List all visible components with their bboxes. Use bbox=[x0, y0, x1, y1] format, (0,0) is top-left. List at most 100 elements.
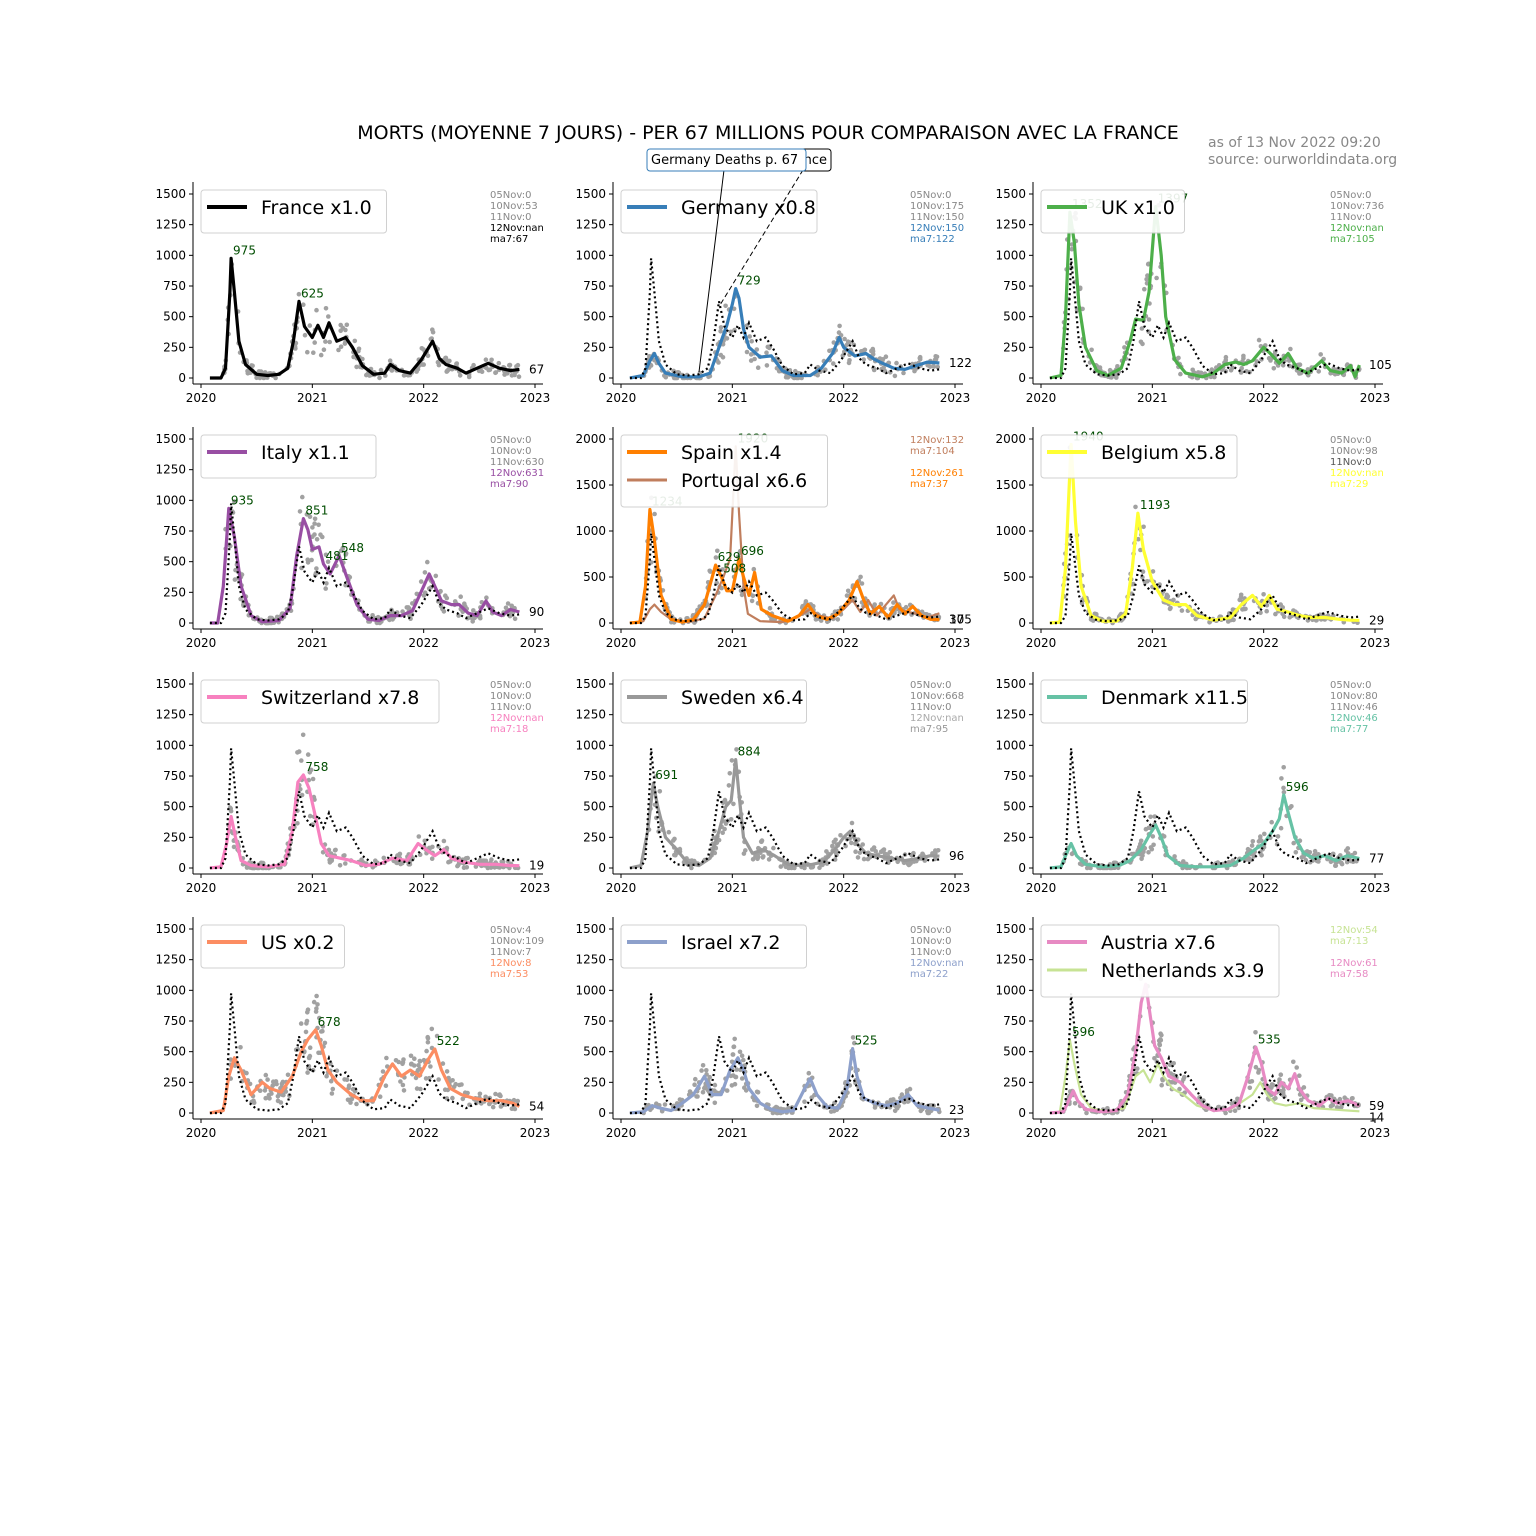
daily-point bbox=[323, 339, 328, 344]
daily-point bbox=[718, 325, 724, 330]
daily-point bbox=[832, 857, 838, 862]
daily-point bbox=[1231, 617, 1236, 623]
legend: Switzerland x7.8 bbox=[200, 679, 440, 724]
daily-point bbox=[862, 347, 868, 353]
last-value-label: 90 bbox=[529, 605, 544, 619]
daily-point bbox=[904, 1088, 910, 1093]
daily-point bbox=[383, 1083, 389, 1088]
daily-point bbox=[333, 847, 338, 853]
daily-point bbox=[787, 368, 793, 373]
y-tick-label: 1250 bbox=[995, 218, 1026, 232]
daily-point bbox=[378, 367, 384, 373]
daily-point bbox=[773, 1104, 779, 1110]
daily-point bbox=[1247, 1085, 1253, 1091]
hover-tooltip: nce Germany Deaths p. 67 bbox=[646, 148, 832, 373]
legend-label: Austria x7.6 bbox=[1101, 932, 1216, 954]
chart-panel-12: 0 250 500 750 1000 1250 1500 2020 2021 2022 2023 59… bbox=[995, 917, 1390, 1140]
daily-point bbox=[712, 1082, 718, 1088]
daily-point bbox=[724, 1088, 730, 1093]
daily-point bbox=[336, 347, 341, 353]
daily-point bbox=[317, 1015, 322, 1021]
daily-point bbox=[356, 346, 362, 352]
daily-point bbox=[1145, 273, 1150, 278]
series-line bbox=[209, 1028, 521, 1115]
daily-point bbox=[408, 1053, 414, 1059]
daily-point bbox=[412, 1056, 417, 1061]
y-tick-label: 750 bbox=[583, 1014, 606, 1028]
daily-point bbox=[323, 306, 329, 311]
as-of-label: as of 13 Nov 2022 09:20 bbox=[1208, 135, 1381, 151]
daily-point bbox=[1140, 341, 1145, 347]
daily-point bbox=[911, 850, 916, 856]
chart-panel-4: 0 250 500 750 1000 1250 1500 2020 2021 2022 2023 93… bbox=[155, 427, 550, 650]
daily-point bbox=[466, 615, 471, 621]
y-tick-label: 1000 bbox=[155, 248, 186, 262]
daily-point bbox=[263, 1072, 269, 1078]
chart-panel-8: 0 250 500 750 1000 1250 1500 2020 2021 2022 2023 69… bbox=[575, 672, 970, 895]
daily-point bbox=[1316, 859, 1321, 864]
daily-point bbox=[515, 1098, 520, 1104]
daily-point bbox=[343, 582, 348, 588]
daily-point bbox=[352, 338, 358, 344]
daily-point bbox=[300, 494, 305, 500]
chart-panel-1: 0 250 500 750 1000 1250 1500 2020 2021 2022 2023 97… bbox=[155, 182, 550, 405]
daily-point bbox=[859, 581, 865, 586]
daily-point bbox=[731, 801, 736, 807]
x-tick-label: 2020 bbox=[186, 881, 217, 895]
daily-point bbox=[459, 1082, 464, 1087]
daily-point bbox=[341, 853, 346, 859]
legend-box bbox=[620, 679, 807, 724]
france-reference-line bbox=[209, 748, 520, 870]
daily-point bbox=[484, 365, 489, 371]
x-tick-label: 2022 bbox=[828, 1126, 859, 1140]
daily-point bbox=[1273, 611, 1278, 617]
daily-point bbox=[401, 1088, 407, 1093]
x-tick-label: 2021 bbox=[717, 881, 748, 895]
y-tick-label: 0 bbox=[178, 861, 186, 875]
daily-point bbox=[713, 555, 719, 560]
daily-point bbox=[389, 368, 395, 373]
daily-point bbox=[263, 1095, 269, 1101]
daily-point bbox=[387, 358, 393, 364]
daily-point bbox=[440, 1061, 446, 1066]
daily-point bbox=[704, 1068, 709, 1073]
daily-point bbox=[935, 848, 941, 853]
daily-point bbox=[1146, 825, 1152, 831]
daily-point bbox=[483, 357, 489, 363]
status-line: 10Nov:0 bbox=[910, 936, 951, 947]
peak-annotation: 884 bbox=[738, 745, 761, 759]
daily-point bbox=[318, 532, 323, 537]
status-line: ma7:29 bbox=[1330, 479, 1368, 490]
status-line: 05Nov:0 bbox=[490, 190, 531, 201]
daily-point bbox=[894, 360, 899, 366]
x-tick-label: 2023 bbox=[940, 636, 971, 650]
daily-point bbox=[344, 322, 350, 328]
daily-point bbox=[343, 861, 348, 866]
daily-point bbox=[935, 364, 940, 370]
legend-label: Sweden x6.4 bbox=[681, 687, 804, 709]
daily-point bbox=[1249, 1079, 1255, 1084]
daily-point bbox=[663, 374, 669, 380]
y-tick-label: 500 bbox=[1003, 800, 1026, 814]
status-line: 11Nov:150 bbox=[910, 212, 964, 223]
daily-scatter bbox=[226, 732, 521, 871]
daily-point bbox=[232, 499, 237, 504]
daily-point bbox=[1193, 616, 1198, 622]
daily-point bbox=[849, 840, 854, 846]
daily-point bbox=[751, 566, 757, 572]
last-value-label-2: 37 bbox=[949, 612, 964, 626]
x-tick-label: 2021 bbox=[297, 636, 328, 650]
daily-point bbox=[244, 865, 250, 870]
daily-point bbox=[428, 1064, 433, 1069]
y-tick-label: 1000 bbox=[995, 738, 1026, 752]
y-tick-label: 1250 bbox=[575, 953, 606, 967]
daily-point bbox=[739, 1053, 745, 1058]
daily-point bbox=[1223, 1110, 1228, 1116]
y-tick-label: 500 bbox=[163, 555, 186, 569]
x-tick-label: 2021 bbox=[1137, 1126, 1168, 1140]
daily-point bbox=[1159, 1082, 1164, 1088]
daily-point bbox=[1094, 611, 1099, 617]
y-tick-label: 1250 bbox=[155, 708, 186, 722]
daily-point bbox=[250, 363, 255, 369]
